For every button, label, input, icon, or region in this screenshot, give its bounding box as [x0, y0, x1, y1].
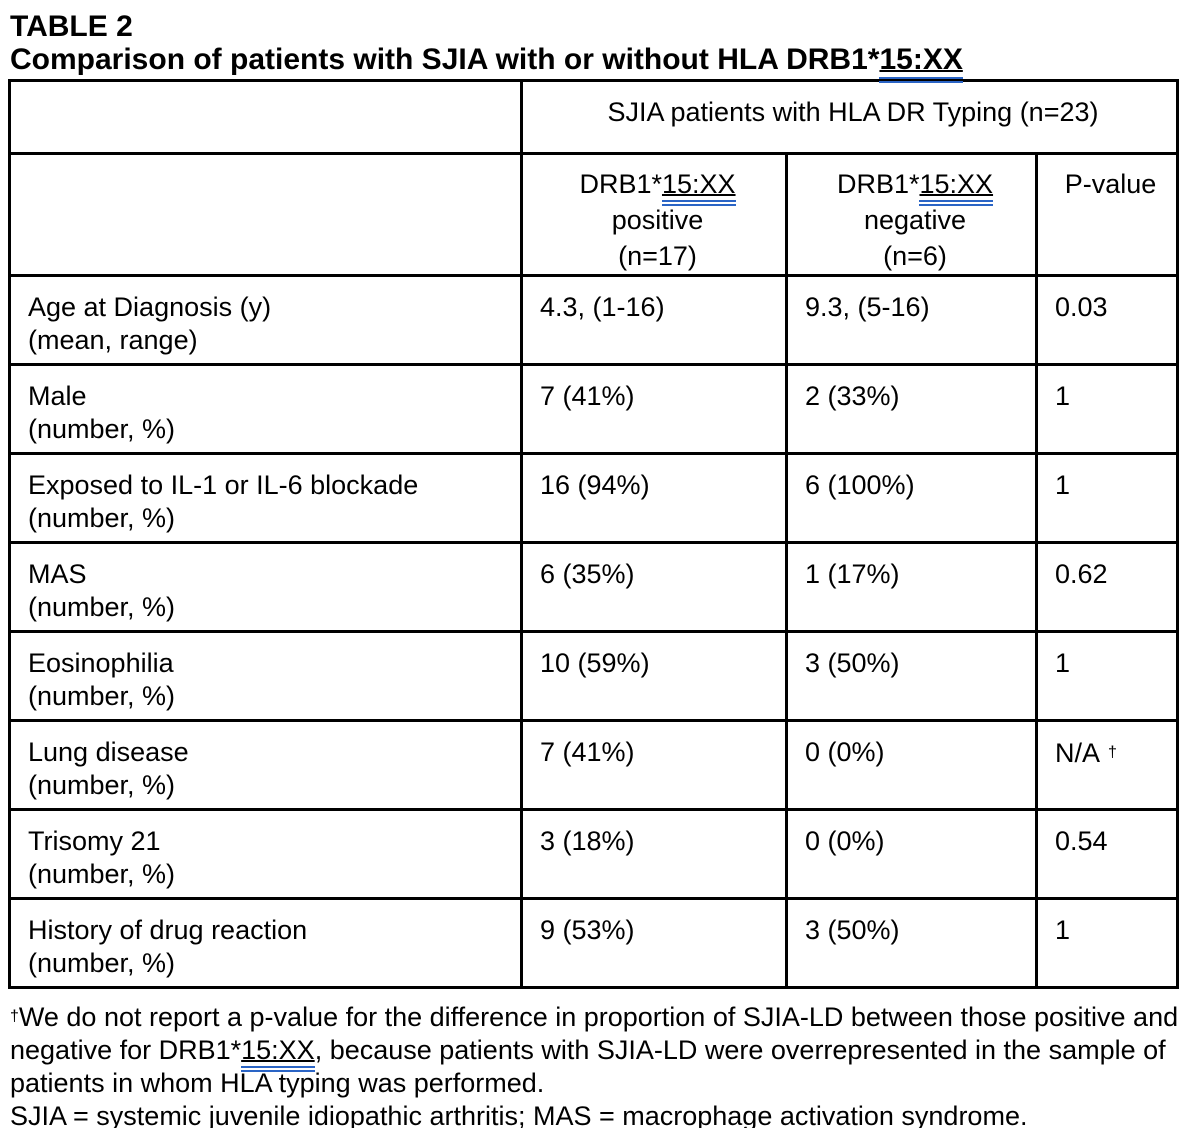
pvalue-cell: 0.62 [1035, 541, 1179, 633]
table-row-il-blockade: Exposed to IL-1 or IL-6 blockade (number,… [8, 452, 1179, 544]
table-caption-text: Comparison of patients with SJIA with or… [10, 43, 880, 76]
table-row-drug-reaction: History of drug reaction (number, %) 9 (5… [8, 897, 1179, 989]
row-sublabel: (mean, range) [28, 325, 198, 355]
empty-corner-cell-bottom [8, 152, 523, 277]
negative-value-cell: 0 (0%) [785, 719, 1038, 811]
positive-value-cell: 7 (41%) [520, 719, 788, 811]
abbreviations-line: SJIA = systemic juvenile idiopathic arth… [10, 1101, 1028, 1128]
table-number-label: TABLE 2 [10, 10, 133, 43]
allele-underlined: 15:XX [919, 169, 994, 206]
pvalue-cell: 1 [1035, 452, 1179, 544]
empty-corner-cell-top [8, 79, 523, 155]
dagger-symbol: † [10, 1008, 19, 1025]
footnote-underlined-allele: 15:XX [241, 1035, 315, 1072]
row-label: Trisomy 21 [28, 826, 161, 856]
pvalue-cell: 0.54 [1035, 808, 1179, 900]
negative-value-cell: 6 (100%) [785, 452, 1038, 544]
footnote-text-part1: We do not report a p-value for the diffe… [10, 1002, 1179, 1065]
row-label: MAS [28, 559, 87, 589]
pvalue-cell: 0.03 [1035, 274, 1179, 366]
positive-value-cell: 9 (53%) [520, 897, 788, 989]
positive-n: (n=17) [618, 241, 697, 271]
column-header-negative: DRB1*15:XX negative (n=6) [785, 152, 1038, 277]
pvalue-cell: 1 [1035, 897, 1179, 989]
row-sublabel: (number, %) [28, 948, 176, 978]
row-sublabel: (number, %) [28, 414, 176, 444]
negative-value-cell: 3 (50%) [785, 630, 1038, 722]
pvalue-cell: N/A † [1035, 719, 1179, 811]
row-label-cell: History of drug reaction (number, %) [8, 897, 523, 989]
table-row-eosinophilia: Eosinophilia (number, %) 10 (59%) 3 (50%)… [8, 630, 1179, 722]
row-label-cell: MAS (number, %) [8, 541, 523, 633]
positive-value-cell: 6 (35%) [520, 541, 788, 633]
positive-value-cell: 4.3, (1-16) [520, 274, 788, 366]
row-label-cell: Eosinophilia (number, %) [8, 630, 523, 722]
positive-value-cell: 7 (41%) [520, 363, 788, 455]
row-label-cell: Exposed to IL-1 or IL-6 blockade (number,… [8, 452, 523, 544]
allele-prefix: DRB1* [836, 169, 920, 199]
negative-value-cell: 2 (33%) [785, 363, 1038, 455]
positive-value-cell: 10 (59%) [520, 630, 788, 722]
footnote-text-part2: , because patients with SJIA-LD were ove… [10, 1035, 1166, 1098]
dagger-symbol: † [1108, 744, 1117, 761]
comparison-table: SJIA patients with HLA DR Typing (n=23) … [8, 79, 1179, 989]
table-row-mas: MAS (number, %) 6 (35%) 1 (17%) 0.62 [8, 541, 1179, 633]
row-label-cell: Trisomy 21 (number, %) [8, 808, 523, 900]
header-row-group: SJIA patients with HLA DR Typing (n=23) [8, 79, 1179, 155]
row-label: Exposed to IL-1 or IL-6 blockade [28, 470, 419, 500]
positive-value-cell: 3 (18%) [520, 808, 788, 900]
negative-value-cell: 3 (50%) [785, 897, 1038, 989]
row-label: Lung disease [28, 737, 189, 767]
row-label-cell: Lung disease (number, %) [8, 719, 523, 811]
row-label-cell: Age at Diagnosis (y) (mean, range) [8, 274, 523, 366]
row-sublabel: (number, %) [28, 770, 176, 800]
table-row-age-at-diagnosis: Age at Diagnosis (y) (mean, range) 4.3, (… [8, 274, 1179, 366]
pvalue-cell: 1 [1035, 363, 1179, 455]
row-sublabel: (number, %) [28, 503, 176, 533]
positive-value-cell: 16 (94%) [520, 452, 788, 544]
negative-value-cell: 9.3, (5-16) [785, 274, 1038, 366]
row-sublabel: (number, %) [28, 592, 176, 622]
pvalue-cell: 1 [1035, 630, 1179, 722]
header-row-columns: DRB1*15:XX positive (n=17) DRB1*15:XX negat… [8, 152, 1179, 277]
negative-n: (n=6) [883, 241, 947, 271]
row-sublabel: (number, %) [28, 859, 176, 889]
allele-underlined: 15:XX [661, 169, 736, 206]
pvalue-na: N/A [1055, 738, 1101, 768]
table-caption-underlined-allele: 15:XX [879, 43, 963, 83]
table-caption: Comparison of patients with SJIA with or… [10, 43, 1176, 83]
row-label: Male [28, 381, 87, 411]
negative-value-cell: 0 (0%) [785, 808, 1038, 900]
span-header-cell: SJIA patients with HLA DR Typing (n=23) [520, 79, 1179, 155]
row-label-cell: Male (number, %) [8, 363, 523, 455]
row-label: History of drug reaction [28, 915, 308, 945]
table-row-trisomy-21: Trisomy 21 (number, %) 3 (18%) 0 (0%) 0.5… [8, 808, 1179, 900]
negative-label: negative [863, 205, 967, 235]
negative-value-cell: 1 (17%) [785, 541, 1038, 633]
table-row-male: Male (number, %) 7 (41%) 2 (33%) 1 [8, 363, 1179, 455]
table-row-lung-disease: Lung disease (number, %) 7 (41%) 0 (0%) N… [8, 719, 1179, 811]
row-label: Age at Diagnosis (y) [28, 292, 272, 322]
row-label: Eosinophilia [28, 648, 174, 678]
positive-label: positive [611, 205, 704, 235]
row-sublabel: (number, %) [28, 681, 176, 711]
column-header-pvalue: P-value [1035, 152, 1179, 277]
column-header-positive: DRB1*15:XX positive (n=17) [520, 152, 788, 277]
allele-prefix: DRB1* [579, 169, 662, 199]
footnote-paragraph: †We do not report a p-value for the diff… [10, 1000, 1180, 1100]
